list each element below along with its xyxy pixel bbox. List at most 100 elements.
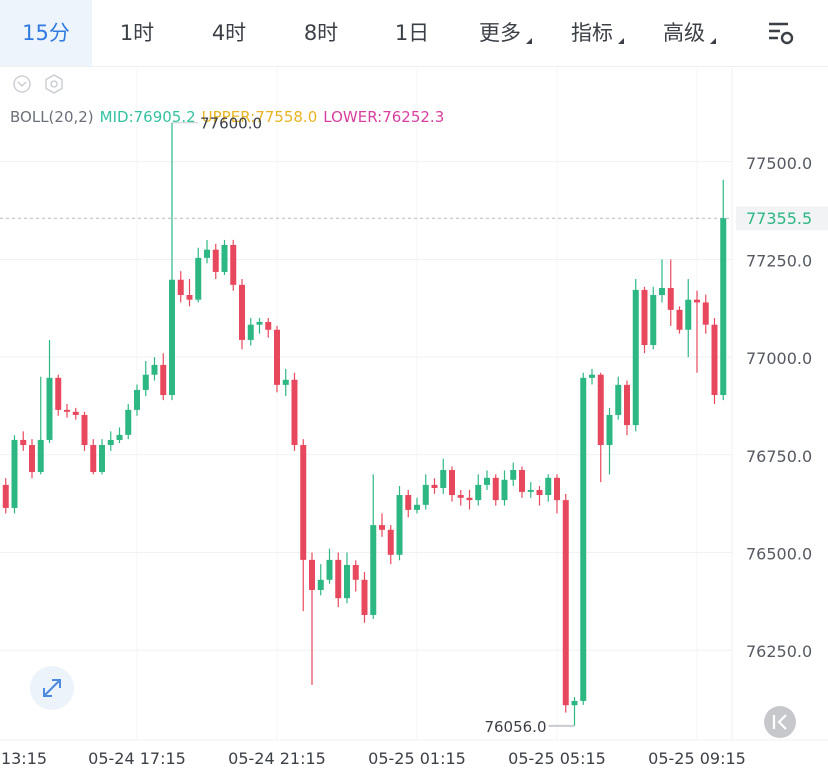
candle-body: [361, 579, 368, 615]
annotation-label: 77600.0: [200, 115, 262, 133]
settings-icon[interactable]: [45, 74, 63, 94]
settings-icon-dot: [50, 80, 58, 88]
candle-body: [107, 439, 114, 446]
candle-body: [624, 384, 630, 426]
expand-icon: [43, 679, 61, 697]
candle-body: [589, 374, 595, 378]
candle-body: [151, 364, 158, 375]
candle-body: [134, 389, 140, 410]
candle-body: [239, 284, 245, 340]
timeframe-tab[interactable]: 15分: [0, 0, 92, 66]
candle-body: [545, 477, 552, 496]
candle-body: [527, 489, 534, 492]
candle-body: [300, 445, 307, 560]
y-tick-label: 77000.0: [746, 349, 812, 368]
candle-body: [720, 218, 727, 396]
candle-body: [606, 414, 613, 446]
annotation-label: 76056.0: [484, 718, 546, 736]
candle-body: [641, 289, 648, 346]
candle-body: [387, 529, 394, 555]
y-tick-label: 77500.0: [746, 154, 812, 173]
candle-body: [466, 497, 473, 501]
candle-body: [519, 470, 525, 492]
candle-body: [265, 321, 272, 330]
candle-body: [221, 244, 228, 272]
timeframe-tab[interactable]: 1时: [119, 21, 155, 45]
candle-body: [370, 525, 377, 615]
candle-body: [116, 434, 123, 440]
candle-body: [186, 294, 193, 300]
dropdown-caret: [710, 38, 716, 44]
candle-body: [711, 324, 718, 396]
y-tick-label: 76750.0: [746, 447, 812, 466]
grid: [0, 66, 732, 740]
x-tick-label: 05-25 05:15: [508, 749, 606, 768]
candle-body: [326, 559, 333, 580]
last-price-box: [736, 206, 828, 231]
candle-body: [291, 379, 298, 446]
candle-body: [694, 299, 700, 303]
candle-body: [177, 279, 184, 295]
dropdown-caret: [526, 38, 532, 44]
candle-body: [536, 489, 543, 496]
candle-body: [562, 500, 569, 706]
candle-body: [650, 294, 657, 346]
x-tick-label: 05-25 09:15: [648, 749, 746, 768]
candle-body: [405, 495, 412, 510]
candle-body: [125, 409, 132, 435]
candle-body: [212, 249, 219, 272]
timeframe-tab[interactable]: 指标: [571, 21, 613, 45]
candle-body: [230, 244, 237, 285]
timeframe-tab[interactable]: 高级: [663, 21, 705, 45]
timeframe-tab[interactable]: 8时: [303, 21, 339, 45]
candle-body: [195, 257, 202, 300]
candle-body: [510, 470, 517, 480]
candle-body: [20, 439, 27, 446]
candle-body: [282, 379, 289, 385]
x-tick-label: 05-24 17:15: [88, 749, 186, 768]
candle-body: [37, 439, 44, 472]
timeframe-tab[interactable]: 4时: [211, 21, 247, 45]
x-tick-label: 05-24 21:15: [228, 749, 326, 768]
candle-body: [702, 302, 709, 325]
candle-body: [475, 484, 482, 501]
candle-body: [344, 564, 350, 599]
candle-body: [72, 411, 79, 415]
candle-body: [169, 279, 175, 396]
candle-body: [659, 287, 665, 295]
candle-body: [2, 484, 9, 508]
candle-body: [81, 414, 88, 446]
candle-body: [90, 445, 97, 472]
legend-entry: MID:76905.2: [100, 108, 196, 126]
candle-body: [256, 321, 263, 325]
candle-body: [396, 495, 403, 555]
back-to-latest-icon: [772, 714, 787, 730]
candle-body: [309, 559, 315, 590]
dropdown-caret: [618, 38, 624, 44]
candle-body: [142, 374, 149, 390]
indicator-name: BOLL(20,2): [10, 108, 94, 126]
timeframe-tab[interactable]: 1日: [394, 21, 430, 45]
candle-body: [204, 249, 210, 258]
candle-body: [99, 445, 105, 472]
candle-body: [501, 479, 508, 501]
candle-body: [317, 579, 324, 590]
candle-body: [55, 377, 62, 410]
candle-body: [414, 504, 420, 510]
y-tick-label: 76500.0: [746, 544, 812, 563]
candle-body: [449, 470, 455, 496]
candle-body: [431, 484, 438, 488]
candle-body: [422, 484, 429, 505]
candle-body: [632, 289, 639, 426]
candle-body: [247, 324, 254, 340]
collapse-icon[interactable]: [13, 75, 31, 93]
collapse-icon-arrow: [17, 81, 27, 87]
last-price-label: 77355.5: [746, 209, 812, 228]
candle-body: [580, 377, 587, 701]
timeframe-tab[interactable]: 更多: [479, 21, 521, 45]
chart-settings-icon[interactable]: [766, 18, 796, 48]
candle-body: [676, 309, 683, 330]
candle-body: [64, 409, 70, 412]
candle-body: [440, 470, 447, 488]
